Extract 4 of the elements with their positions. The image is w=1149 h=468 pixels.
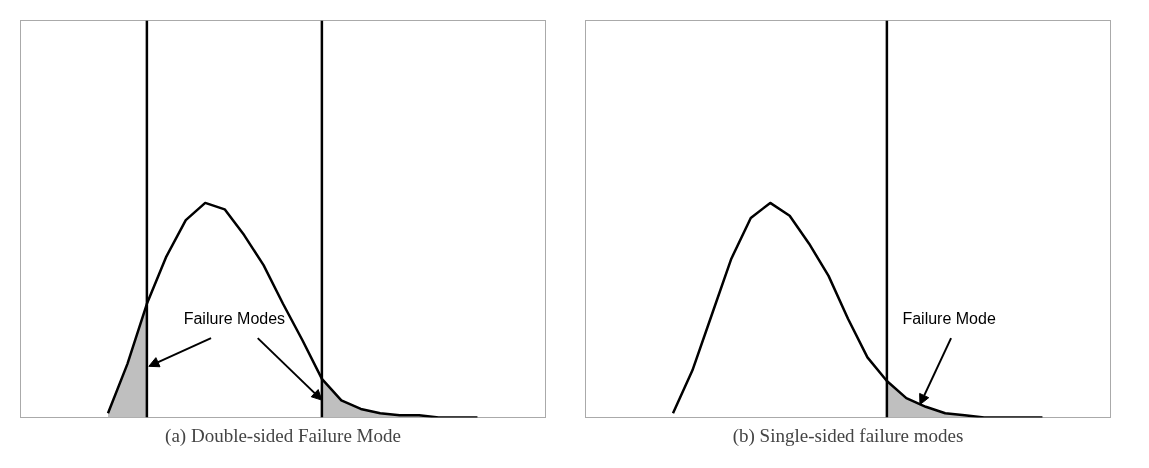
annotation: Failure Modes: [183, 310, 286, 328]
text: (a) Double-sided Failure Mode: [165, 424, 401, 447]
text: (b) Single-sided failure modes: [732, 424, 964, 447]
annotation: Failure Mode: [902, 310, 996, 328]
